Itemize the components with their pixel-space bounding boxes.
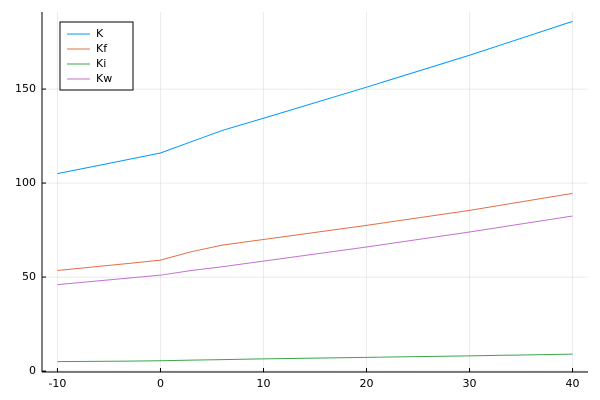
x-tick-label: 20 [360,377,374,390]
x-tick-label: 0 [157,377,164,390]
x-tick-label: 30 [463,377,477,390]
line [57,215,573,286]
legend-label: Kw [96,72,112,85]
legend-label: Ki [96,57,106,70]
line [57,353,573,363]
legend-label: Kf [96,42,108,55]
line [57,20,573,175]
y-tick-label: 50 [22,270,36,283]
line [57,192,573,271]
y-tick-label: 150 [15,82,36,95]
x-tick-label: 40 [566,377,580,390]
x-tick-label: -10 [48,377,66,390]
legend-label: K [96,27,104,40]
y-tick-label: 0 [29,364,36,377]
x-tick-label: 10 [256,377,270,390]
y-tick-label: 100 [15,176,36,189]
